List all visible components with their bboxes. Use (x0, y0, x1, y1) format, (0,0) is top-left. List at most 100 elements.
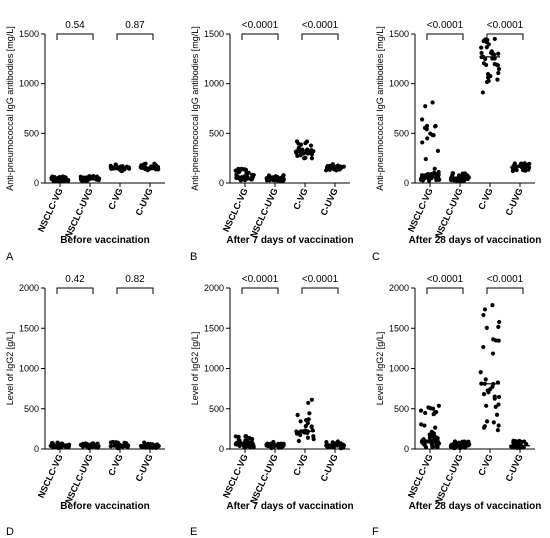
y-tick-label: 500 (209, 128, 224, 138)
x-tick-label: C-UVG (133, 453, 154, 484)
chart-panel-A: 0 500 1000 1500 Anti-pneumococcal IgG antibo… (5, 20, 165, 263)
data-point (496, 70, 501, 76)
data-point (488, 50, 494, 55)
data-point (307, 411, 312, 416)
data-point (430, 132, 435, 138)
data-point (496, 324, 501, 329)
significance-bracket (426, 33, 464, 40)
data-point (296, 141, 301, 146)
data-point (496, 51, 501, 56)
data-point (302, 156, 307, 161)
data-point (423, 156, 428, 162)
x-tick-label: NSCLC-VG (221, 187, 250, 234)
panel-letter: A (6, 251, 14, 263)
p-value-label: <0.0001 (242, 274, 279, 285)
y-tick-label: 0 (219, 444, 224, 454)
data-point (479, 45, 484, 50)
data-point (234, 175, 239, 180)
x-tick-label: C-VG (291, 453, 310, 478)
data-point (495, 427, 500, 433)
data-point (512, 161, 517, 166)
y-tick-label: 2000 (204, 283, 224, 293)
data-point (50, 441, 55, 446)
data-point (481, 312, 486, 318)
data-point (423, 104, 428, 109)
data-point (527, 161, 532, 166)
data-point (428, 173, 433, 179)
x-axis-label: After 28 days of vaccination (409, 501, 542, 512)
p-value-label: 0.54 (65, 20, 85, 31)
chart-panel-C: 0 500 1000 1500 Anti-pneumococcal IgG antibo… (372, 20, 541, 263)
data-point (490, 351, 496, 356)
x-tick-label: C-VG (476, 453, 495, 478)
data-point (497, 319, 502, 325)
data-point (496, 338, 501, 343)
data-point (430, 406, 436, 411)
chart-panel-D: 0 500 1000 1500 2000 Level of IgG2 [g/L] NSCLC… (5, 274, 165, 538)
x-tick-label: C-VG (476, 187, 495, 212)
significance-bracket (426, 287, 464, 294)
x-tick-label: C-VG (106, 453, 125, 478)
data-point (309, 424, 314, 430)
significance-bracket (301, 33, 339, 40)
data-point (295, 153, 300, 158)
data-point (432, 166, 437, 171)
data-point (303, 424, 308, 429)
data-point (496, 394, 502, 400)
significance-bracket (241, 33, 279, 40)
data-point (483, 56, 488, 62)
panel-letter: B (190, 251, 197, 263)
data-point (84, 441, 90, 447)
data-point (89, 441, 95, 446)
y-tick-label: 1500 (204, 29, 224, 39)
y-tick-label: 500 (394, 404, 409, 414)
x-tick-label: NSCLC-VG (221, 453, 250, 500)
data-point (236, 169, 242, 175)
y-axis-label: Anti-pneumococcal IgG antibodies [mg/L] (5, 26, 15, 191)
data-point (496, 402, 501, 407)
significance-bracket (116, 33, 154, 40)
data-point (484, 419, 490, 424)
significance-bracket (486, 33, 524, 40)
data-point (485, 75, 491, 80)
x-tick-label: C-UVG (503, 453, 524, 484)
y-tick-label: 0 (404, 178, 409, 188)
data-point (484, 39, 489, 45)
data-point (296, 438, 301, 444)
significance-bracket (56, 287, 94, 294)
data-point (466, 439, 471, 444)
y-axis-label: Anti-pneumococcal IgG antibodies [mg/L] (190, 26, 200, 191)
p-value-label: <0.0001 (427, 274, 464, 285)
data-point (108, 163, 113, 168)
y-tick-label: 1500 (19, 323, 39, 333)
y-tick-label: 0 (34, 444, 39, 454)
data-point (419, 117, 425, 122)
y-tick-label: 1000 (19, 79, 39, 89)
data-point (113, 163, 119, 168)
p-value-label: <0.0001 (242, 20, 279, 31)
y-tick-label: 2000 (19, 283, 39, 293)
y-tick-label: 500 (394, 128, 409, 138)
data-point (491, 420, 496, 425)
data-point (522, 439, 527, 444)
data-point (480, 90, 485, 95)
data-point (420, 140, 425, 145)
data-point (509, 444, 514, 449)
data-point (424, 127, 429, 132)
significance-bracket (56, 33, 94, 40)
y-tick-label: 1500 (204, 323, 224, 333)
data-point (426, 178, 432, 183)
data-point (95, 441, 100, 446)
data-point (122, 440, 127, 445)
significance-bracket (116, 287, 154, 294)
data-point (239, 166, 244, 171)
data-point (484, 62, 489, 68)
x-tick-label: NSCLC-UVG (433, 453, 465, 506)
data-point (85, 175, 90, 180)
y-tick-label: 0 (219, 178, 224, 188)
p-value-label: 0.42 (65, 274, 85, 285)
data-point (482, 307, 488, 312)
panel-letter: F (372, 526, 379, 538)
data-point (301, 151, 306, 156)
